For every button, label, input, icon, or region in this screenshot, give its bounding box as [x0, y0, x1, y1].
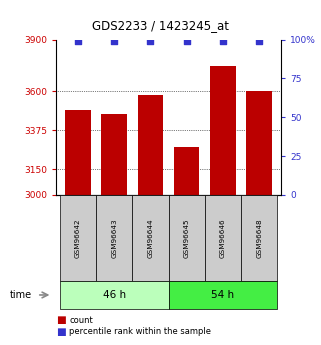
Text: GSM96645: GSM96645	[184, 218, 190, 258]
Text: GSM96648: GSM96648	[256, 218, 262, 258]
Point	[256, 39, 262, 44]
Bar	[101, 114, 127, 195]
Text: ■: ■	[56, 327, 66, 337]
Point	[220, 39, 225, 44]
Bar	[65, 110, 91, 195]
Text: percentile rank within the sample: percentile rank within the sample	[69, 327, 211, 336]
Text: ■: ■	[56, 315, 66, 325]
Text: GSM96642: GSM96642	[75, 218, 81, 258]
Point	[148, 39, 153, 44]
Point	[75, 39, 81, 44]
Bar	[210, 66, 236, 195]
Point	[112, 39, 117, 44]
Bar	[138, 95, 163, 195]
Text: 54 h: 54 h	[211, 290, 234, 300]
Bar	[247, 91, 272, 195]
Point	[184, 39, 189, 44]
Text: count: count	[69, 316, 93, 325]
Text: GSM96644: GSM96644	[147, 218, 153, 258]
Text: time: time	[10, 290, 32, 300]
Text: GSM96646: GSM96646	[220, 218, 226, 258]
Text: GDS2233 / 1423245_at: GDS2233 / 1423245_at	[92, 19, 229, 32]
Text: 46 h: 46 h	[103, 290, 126, 300]
Bar	[174, 148, 199, 195]
Text: GSM96643: GSM96643	[111, 218, 117, 258]
